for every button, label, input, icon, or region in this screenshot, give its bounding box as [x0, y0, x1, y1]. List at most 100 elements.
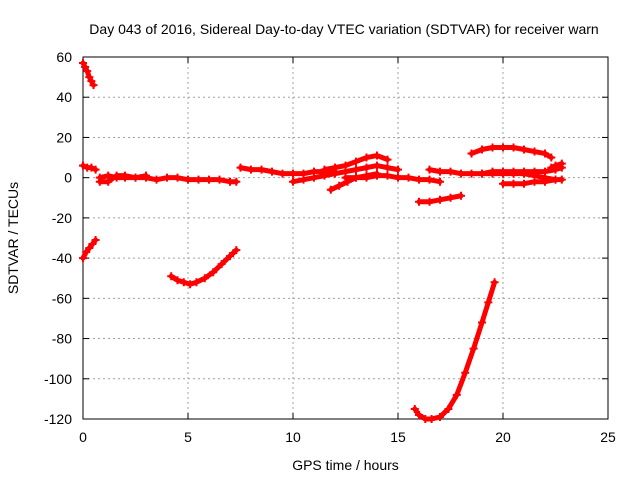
data-point	[320, 165, 329, 174]
data-point	[415, 410, 423, 419]
data-point	[478, 169, 486, 178]
data-point	[547, 153, 556, 162]
series-tail-22h	[547, 159, 566, 172]
data-point	[383, 171, 392, 180]
data-point	[373, 161, 381, 170]
data-point	[467, 169, 476, 178]
data-point	[217, 260, 226, 269]
x-tick-label: 15	[390, 429, 406, 445]
data-point	[457, 191, 465, 200]
series-trace	[412, 279, 498, 422]
series-arc-early-high	[79, 59, 98, 90]
data-point	[289, 169, 297, 178]
data-point	[478, 145, 486, 154]
data-point	[457, 169, 465, 178]
series-trace	[343, 173, 443, 185]
y-tick-label: -100	[44, 371, 72, 387]
data-point	[173, 173, 182, 182]
data-point	[520, 179, 528, 188]
series-bump-14h	[320, 151, 392, 174]
data-point	[257, 165, 266, 174]
data-point	[226, 252, 234, 261]
data-point	[341, 161, 350, 170]
data-point	[335, 181, 344, 190]
x-tick-label: 20	[495, 429, 511, 445]
series-low-17h	[415, 191, 465, 206]
data-point	[194, 175, 203, 184]
data-point	[232, 177, 241, 186]
series-trace	[238, 165, 338, 177]
data-point	[530, 167, 539, 176]
x-tick-label: 5	[184, 429, 192, 445]
data-point	[383, 163, 392, 172]
data-point	[530, 147, 539, 156]
data-point	[95, 177, 104, 186]
data-point	[112, 171, 121, 180]
data-point	[299, 175, 308, 184]
y-tick-label: -60	[52, 290, 72, 306]
data-point	[467, 149, 476, 158]
data-point	[85, 244, 94, 253]
data-point	[520, 167, 528, 176]
data-point	[179, 278, 188, 287]
data-point	[326, 185, 335, 194]
data-point	[91, 236, 100, 245]
data-point	[87, 163, 96, 172]
data-point	[121, 171, 129, 180]
grid	[83, 57, 608, 419]
y-tick-label: -20	[52, 210, 72, 226]
y-tick-label: 60	[56, 49, 72, 65]
series-high-20h	[467, 143, 556, 162]
data-point	[83, 67, 92, 76]
series-trace	[168, 247, 239, 287]
data-point	[373, 151, 381, 160]
data-point	[425, 165, 434, 174]
data-point	[192, 278, 201, 287]
x-tick-label: 10	[285, 429, 301, 445]
data-point	[289, 177, 297, 186]
data-point	[173, 276, 182, 285]
data-point	[488, 167, 497, 176]
data-point	[415, 175, 423, 184]
data-point	[425, 175, 434, 184]
data-point	[352, 157, 360, 166]
data-point	[557, 175, 566, 184]
data-point	[547, 163, 556, 172]
data-point	[499, 143, 507, 152]
data-point	[88, 240, 97, 249]
data-point	[362, 153, 371, 162]
data-point	[268, 167, 276, 176]
x-tick-label: 0	[79, 429, 87, 445]
data-point	[520, 145, 528, 154]
data-point	[488, 143, 497, 152]
data-point	[278, 169, 287, 178]
data-point	[184, 175, 192, 184]
data-point	[436, 412, 444, 421]
data-point	[81, 63, 90, 72]
y-tick-label: -80	[52, 331, 72, 347]
data-point	[352, 165, 360, 174]
data-point	[215, 175, 224, 184]
data-point	[331, 163, 339, 172]
data-point	[557, 159, 566, 168]
series-flat-15h	[341, 171, 444, 186]
y-axis-label: SDTVAR / TECUs	[5, 182, 21, 294]
data-point	[415, 197, 423, 206]
data-point	[541, 149, 549, 158]
data-point	[484, 298, 493, 307]
y-tick-label: 40	[56, 89, 72, 105]
chart-title: Day 043 of 2016, Sidereal Day-to-day VTE…	[89, 21, 598, 37]
series-arc-early-mid	[79, 161, 100, 174]
data-point	[410, 404, 419, 413]
data-point	[362, 163, 371, 172]
data-point	[152, 175, 161, 184]
plot-frame	[82, 56, 609, 420]
data-point	[530, 177, 539, 186]
x-axis-label: GPS time / hours	[292, 457, 399, 473]
data-point	[551, 161, 560, 170]
data-point	[310, 173, 318, 182]
data-point	[82, 248, 91, 257]
data-point	[446, 193, 455, 202]
data-point	[499, 167, 507, 176]
